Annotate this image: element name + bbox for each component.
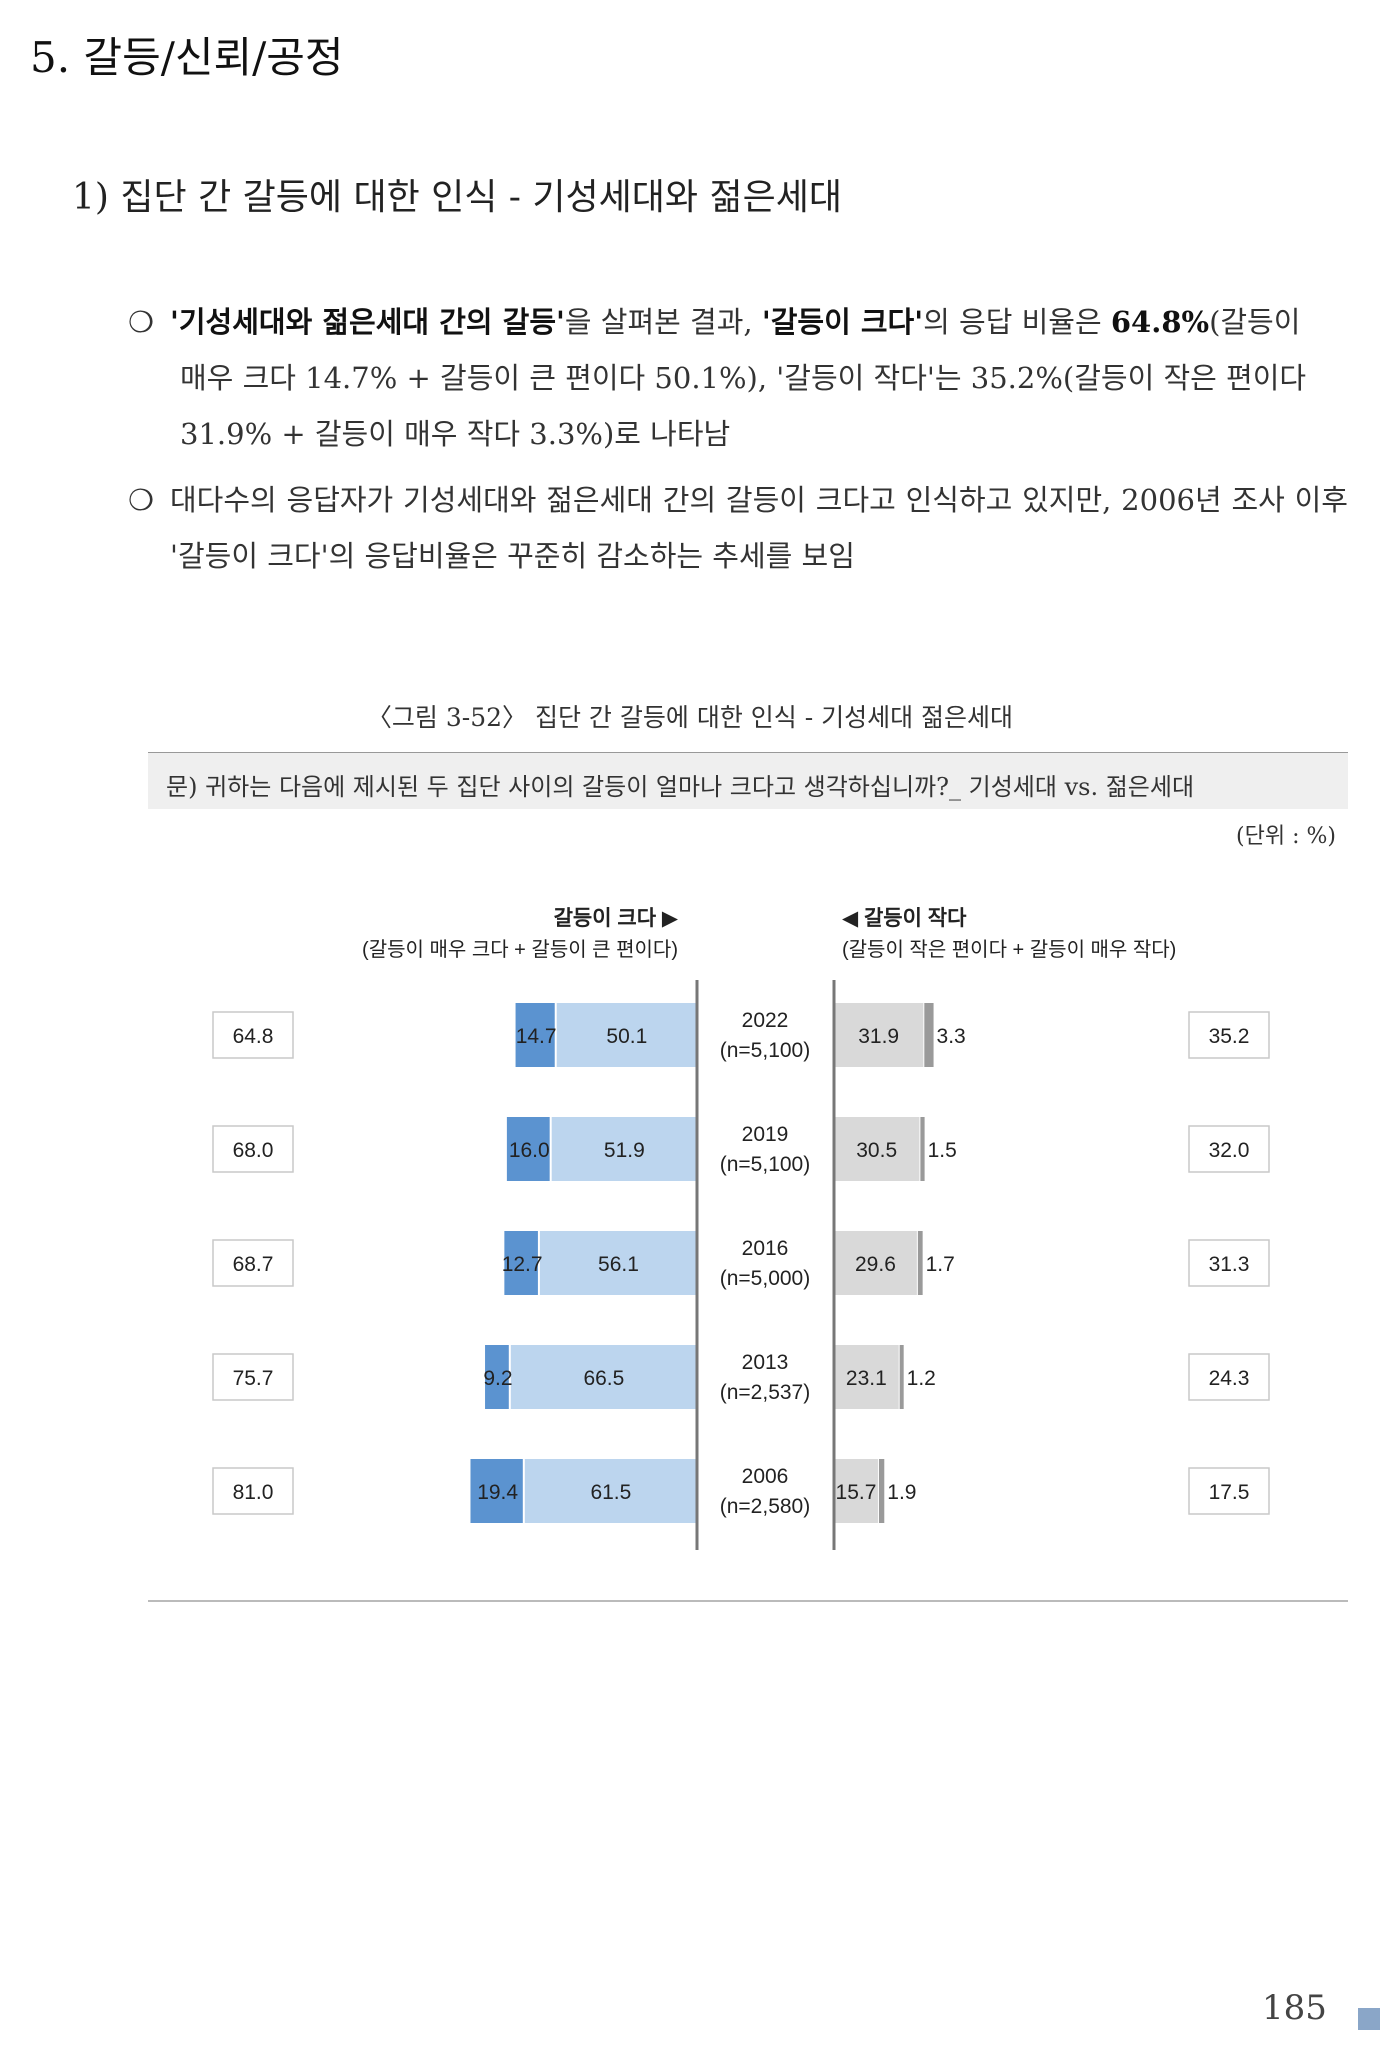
sample-size-label: (n=2,537) (720, 1381, 810, 1404)
bar-small (834, 1117, 920, 1181)
bold-phrase: 64.8% (1110, 305, 1210, 339)
year-label: 2022 (742, 1009, 789, 1032)
figure-caption: 〈그림 3-52〉 집단 간 갈등에 대한 인식 - 기성세대 젊은세대 (366, 703, 1014, 732)
bold-phrase: '기성세대와 젊은세대 간의 갈등' (170, 305, 565, 339)
bar-very-large (470, 1459, 523, 1523)
value-label-very-small: 1.7 (926, 1253, 955, 1276)
sample-size-label: (n=5,000) (720, 1267, 810, 1290)
corner-decoration (1358, 2008, 1380, 2030)
total-large-label: 75.7 (233, 1367, 274, 1390)
subsection-title: 1) 집단 간 갈등에 대한 인식 - 기성세대와 젊은세대 (72, 177, 842, 218)
value-label-small: 31.9 (858, 1025, 899, 1048)
question-text: 문) 귀하는 다음에 제시된 두 집단 사이의 갈등이 얼마나 크다고 생각하십… (166, 773, 1195, 801)
year-label: 2006 (742, 1465, 789, 1488)
bar-very-small (924, 1003, 934, 1067)
value-label-large: 61.5 (590, 1481, 631, 1504)
value-label-very-large: 19.4 (477, 1481, 518, 1504)
year-label: 2016 (742, 1237, 789, 1260)
bar-large (539, 1231, 697, 1295)
bar-small (834, 1345, 899, 1409)
value-label-small: 15.7 (836, 1481, 877, 1504)
value-label-small: 29.6 (855, 1253, 896, 1276)
total-large-box (212, 1125, 294, 1173)
left-header: 갈등이 크다 ▶ (554, 907, 679, 930)
total-large-box (212, 1011, 294, 1059)
total-large-label: 68.0 (233, 1139, 274, 1162)
bottom-divider (148, 1600, 1348, 1602)
total-small-box (1188, 1125, 1270, 1173)
value-label-large: 50.1 (606, 1025, 647, 1048)
total-small-box (1188, 1467, 1270, 1515)
total-small-box (1188, 1353, 1270, 1401)
total-small-box (1188, 1011, 1270, 1059)
bullet-circle-icon: ❍ (128, 483, 154, 517)
sample-size-label: (n=5,100) (720, 1153, 810, 1176)
year-label: 2013 (742, 1351, 789, 1374)
bar-small (834, 1459, 878, 1523)
total-large-box (212, 1353, 294, 1401)
total-small-label: 17.5 (1209, 1481, 1250, 1504)
bar-large (510, 1345, 697, 1409)
bar-very-small (878, 1459, 885, 1523)
bar-very-large (504, 1231, 538, 1295)
bullet-circle-icon: ❍ (128, 305, 154, 339)
total-small-box (1188, 1239, 1270, 1287)
right-header: ◀ 갈등이 작다 (842, 907, 967, 930)
bullet-paragraph-1: ❍ '기성세대와 젊은세대 간의 갈등'을 살펴본 결과, '갈등이 크다'의 … (128, 294, 1348, 462)
value-label-very-large: 14.7 (516, 1025, 557, 1048)
value-label-very-small: 3.3 (937, 1025, 966, 1048)
value-label-large: 66.5 (583, 1367, 624, 1390)
bullet-paragraph-2: ❍ 대다수의 응답자가 기성세대와 젊은세대 간의 갈등이 크다고 인식하고 있… (128, 472, 1348, 584)
value-label-very-small: 1.5 (928, 1139, 957, 1162)
bar-small (834, 1231, 917, 1295)
unit-label: (단위 : %) (1236, 824, 1336, 849)
total-small-label: 32.0 (1209, 1139, 1250, 1162)
total-small-label: 31.3 (1209, 1253, 1250, 1276)
value-label-very-large: 16.0 (509, 1139, 550, 1162)
total-large-box (212, 1467, 294, 1515)
value-label-small: 23.1 (846, 1367, 887, 1390)
diverging-bar-chart: 갈등이 크다 ▶ (갈등이 매우 크다 + 갈등이 큰 편이다) ◀ 갈등이 작다 (… (212, 907, 1270, 1550)
left-subheader: (갈등이 매우 크다 + 갈등이 큰 편이다) (362, 938, 678, 961)
bar-very-small (917, 1231, 923, 1295)
value-label-large: 56.1 (598, 1253, 639, 1276)
page-number: 185 (1262, 1988, 1327, 2028)
value-label-very-large: 12.7 (502, 1253, 543, 1276)
bar-very-large (515, 1003, 555, 1067)
total-small-label: 24.3 (1209, 1367, 1250, 1390)
value-label-small: 30.5 (856, 1139, 897, 1162)
bold-phrase: '갈등이 크다' (761, 305, 924, 339)
total-large-label: 68.7 (233, 1253, 274, 1276)
total-small-label: 35.2 (1209, 1025, 1250, 1048)
bar-large (556, 1003, 697, 1067)
value-label-very-small: 1.9 (887, 1481, 916, 1504)
bar-small (834, 1003, 924, 1067)
question-box: 문) 귀하는 다음에 제시된 두 집단 사이의 갈등이 얼마나 크다고 생각하십… (148, 752, 1348, 809)
section-title: 5. 갈등/신뢰/공정 (30, 33, 344, 82)
bar-very-small (920, 1117, 925, 1181)
total-large-label: 81.0 (233, 1481, 274, 1504)
total-large-box (212, 1239, 294, 1287)
right-subheader: (갈등이 작은 편이다 + 갈등이 매우 작다) (842, 938, 1176, 961)
bar-very-large (506, 1117, 550, 1181)
bar-large (551, 1117, 697, 1181)
sample-size-label: (n=2,580) (720, 1495, 810, 1518)
year-label: 2019 (742, 1123, 789, 1146)
bar-large (524, 1459, 697, 1523)
sample-size-label: (n=5,100) (720, 1039, 810, 1062)
bar-very-large (485, 1345, 509, 1409)
value-label-very-small: 1.2 (907, 1367, 936, 1390)
bar-very-small (899, 1345, 904, 1409)
value-label-very-large: 9.2 (483, 1367, 512, 1390)
total-large-label: 64.8 (233, 1025, 274, 1048)
value-label-large: 51.9 (604, 1139, 645, 1162)
